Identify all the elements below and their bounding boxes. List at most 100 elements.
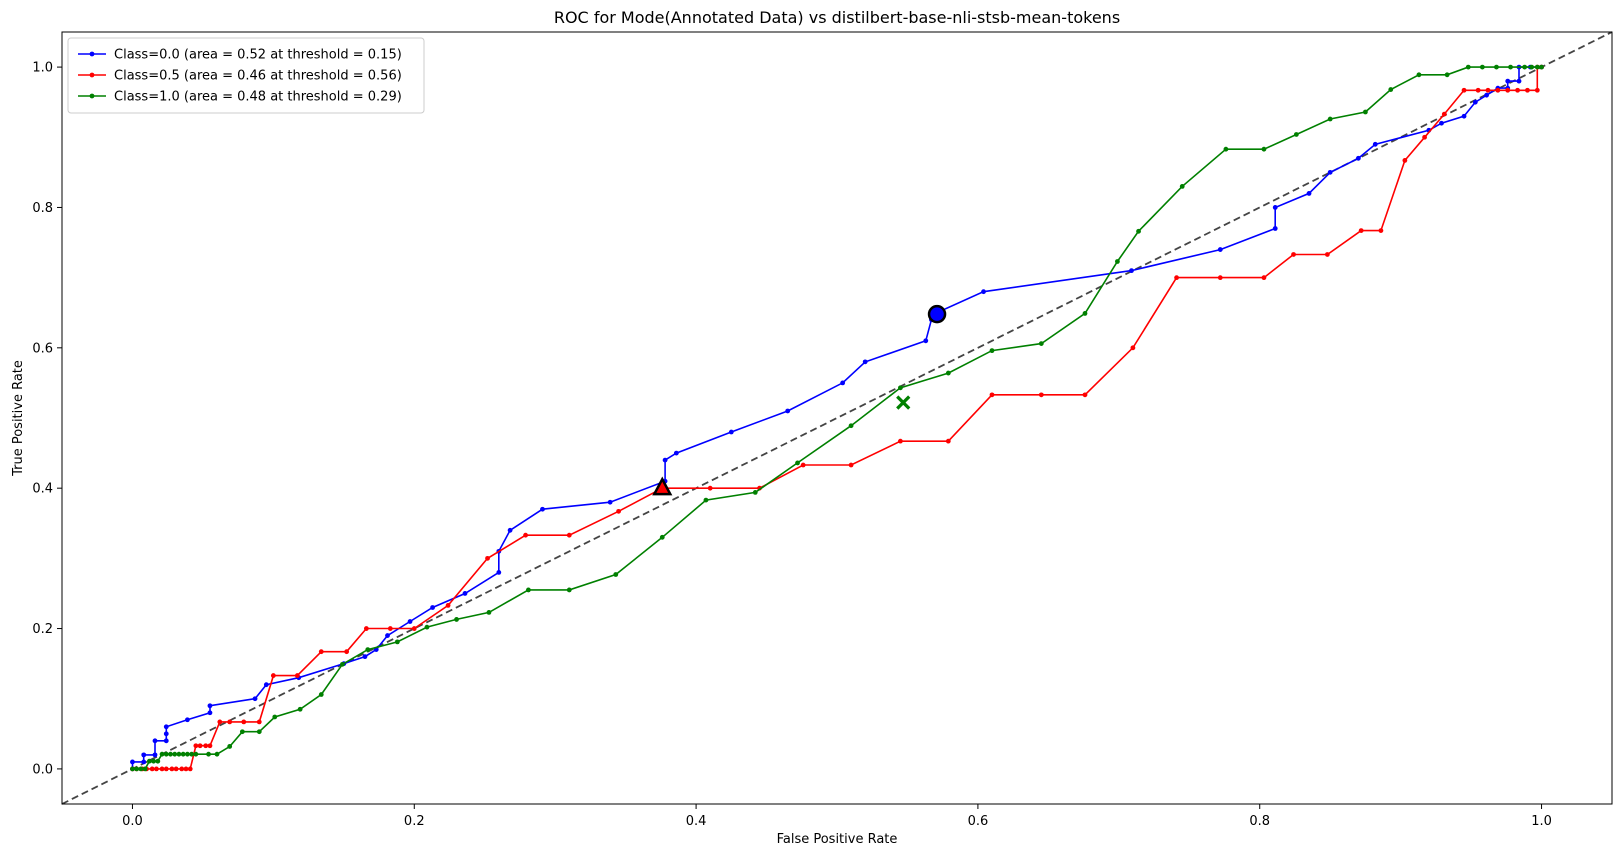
data-point [607,499,613,505]
data-point [176,751,182,757]
data-point [989,392,995,398]
data-point [659,534,665,540]
data-point [1515,87,1520,93]
data-point [193,751,199,757]
series-2 [130,64,1544,772]
data-point [1516,78,1522,84]
data-point [411,626,417,631]
data-point [197,743,203,749]
data-point [1422,134,1427,140]
data-point [1261,146,1267,152]
data-point [318,649,324,655]
data-point [1324,252,1330,257]
data-point [1372,141,1378,147]
chart-title: ROC for Mode(Annotated Data) vs distilbe… [554,8,1120,27]
data-point [203,743,209,749]
data-point [1505,87,1511,93]
data-point [173,766,179,772]
series-0 [130,64,1544,772]
data-point [207,743,213,749]
data-point [394,639,400,645]
data-point [454,617,459,622]
data-point [486,610,492,615]
plot-area [61,31,1613,805]
data-point [1378,228,1384,234]
legend: Class=0.0 (area = 0.52 at threshold = 0.… [67,37,425,114]
legend-swatch-marker [89,93,95,99]
data-point [1355,155,1361,161]
legend-box [67,37,425,114]
data-point [241,719,247,725]
data-point [1441,111,1447,117]
plot-frame [61,31,1613,805]
data-point [800,462,806,468]
y-tick-label: 0.8 [32,201,53,216]
legend-label: Class=1.0 (area = 0.48 at threshold = 0.… [114,90,402,105]
data-point [185,751,190,757]
data-point [526,587,531,593]
data-point [163,731,169,737]
data-point [616,508,621,514]
data-point [227,719,233,725]
data-point [154,766,159,772]
data-point [163,766,169,772]
data-point [923,338,929,344]
data-point [1522,64,1528,70]
x-tick-label: 0.0 [122,814,143,829]
data-point [1484,92,1489,98]
data-point [163,751,169,757]
data-point [785,408,791,414]
data-point [1534,64,1540,70]
x-tick-label: 0.2 [404,814,425,829]
data-point [1130,345,1136,351]
y-tick-label: 0.4 [32,482,53,497]
data-point [507,527,513,533]
x-tick-label: 0.8 [1249,814,1270,829]
data-point [462,591,468,596]
data-point [898,385,903,391]
legend-label: Class=0.5 (area = 0.46 at threshold = 0.… [114,69,402,84]
data-point [149,766,155,772]
series-line [131,66,1542,769]
y-tick-label: 0.6 [32,341,53,356]
data-point [1402,158,1408,163]
data-point [362,654,368,660]
data-point [252,696,258,702]
data-point [146,758,152,764]
data-point [1291,252,1296,257]
data-point [163,724,169,730]
data-point [662,457,668,463]
data-point [1223,146,1229,152]
data-point [363,626,369,631]
legend-swatch-marker [89,51,95,57]
data-point [1174,275,1179,281]
data-point [159,766,165,772]
data-point [1129,268,1134,274]
data-point [407,619,413,624]
data-point [1444,72,1450,78]
data-point [297,706,303,712]
data-point [134,766,140,772]
data-point [1495,87,1501,93]
data-point [130,759,135,765]
data-point [1038,392,1044,398]
data-point [945,370,951,376]
data-point [1327,116,1333,122]
data-point [981,289,986,295]
data-point [168,751,173,757]
data-point [172,751,178,757]
data-point [1217,275,1223,281]
data-point [169,766,175,772]
data-point [159,751,165,757]
data-point [1465,64,1471,70]
data-point [1388,87,1394,92]
data-point [340,661,345,667]
data-point [485,555,490,561]
data-point [256,729,262,735]
data-point [1472,99,1478,105]
data-point [318,692,324,697]
data-point [673,450,679,456]
legend-label: Class=0.0 (area = 0.52 at threshold = 0.… [114,48,402,63]
x-tick-label: 1.0 [1531,814,1552,829]
